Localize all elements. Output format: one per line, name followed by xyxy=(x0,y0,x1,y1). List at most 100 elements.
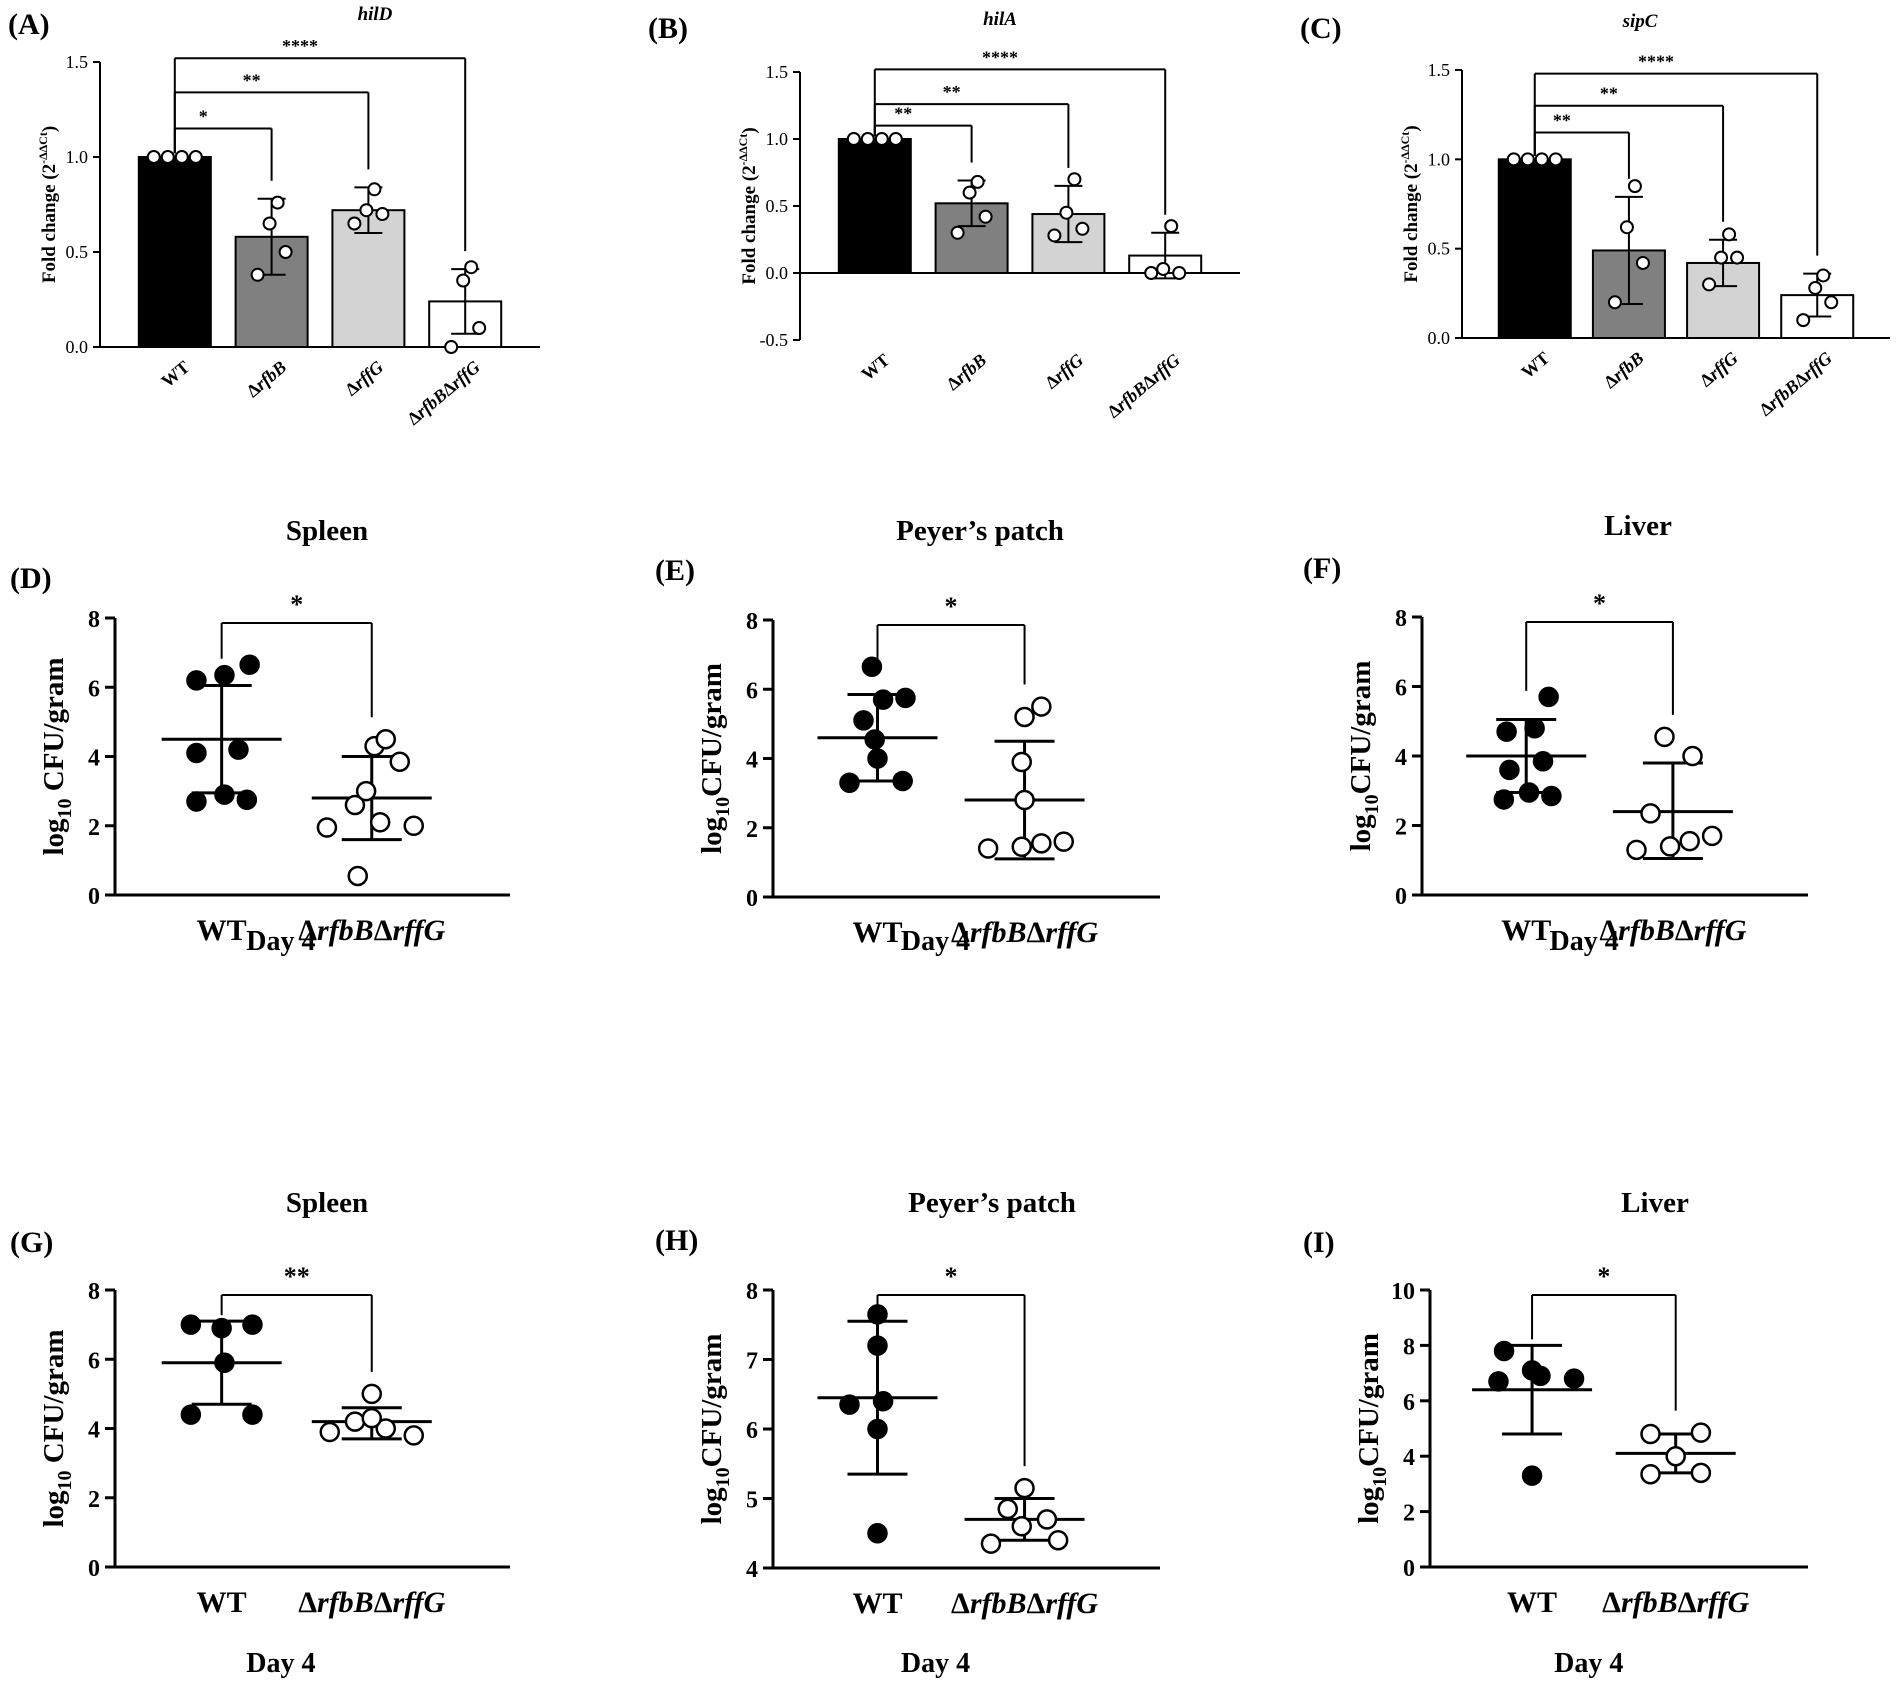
y-tick-label: 0 xyxy=(1395,884,1407,910)
y-tick-label: 1.0 xyxy=(66,147,89,167)
data-point xyxy=(888,132,903,146)
data-point xyxy=(344,794,366,816)
category-label: ΔrfbBΔrffG xyxy=(403,357,483,429)
data-point xyxy=(160,150,175,164)
y-tick-label: 6 xyxy=(88,1348,100,1374)
panel-label: (D) xyxy=(10,562,52,595)
y-tick-label: 2 xyxy=(88,815,100,841)
ylabel-rest: CFU/gram xyxy=(696,663,728,797)
ylabel-main: Fold change (2 xyxy=(1401,163,1422,282)
bar-0 xyxy=(837,138,912,274)
x-axis-title: Day 4 xyxy=(901,926,970,957)
data-point xyxy=(1488,1371,1509,1392)
y-tick-label: 4 xyxy=(1395,745,1407,771)
y-tick-label: 8 xyxy=(746,609,758,635)
y-tick-label: 0.0 xyxy=(766,263,789,283)
data-point xyxy=(977,838,999,859)
label-part: Δ xyxy=(951,1587,970,1620)
category-label: ΔrfbB xyxy=(943,350,991,394)
y-tick-label: 0.0 xyxy=(1428,328,1451,348)
group-label: WT xyxy=(1507,1586,1557,1619)
panel-title: Spleen xyxy=(286,515,368,547)
data-point xyxy=(1156,261,1171,276)
data-point xyxy=(186,791,207,812)
data-point xyxy=(872,1390,894,1412)
data-point xyxy=(980,1533,1002,1554)
data-point xyxy=(262,216,277,231)
label-part: Δ xyxy=(298,1586,317,1619)
ylabel-rest: CFU/gram xyxy=(38,658,70,799)
y-tick-label: 2 xyxy=(1395,815,1407,841)
panel-title: Peyer’s patch xyxy=(896,515,1064,547)
data-point xyxy=(1493,1340,1515,1362)
x-axis-title: Day 4 xyxy=(246,1648,315,1679)
data-point xyxy=(236,789,258,811)
label-part: Δ xyxy=(374,914,393,947)
data-point xyxy=(867,1335,888,1356)
ylabel-end: ) xyxy=(1401,125,1422,131)
data-point xyxy=(1521,1360,1543,1381)
panel-title: Liver xyxy=(1604,510,1672,542)
data-point xyxy=(1824,295,1839,310)
data-point xyxy=(444,340,459,354)
y-tick-label: 8 xyxy=(746,1279,758,1305)
data-point xyxy=(180,1404,202,1425)
data-point xyxy=(361,1407,382,1429)
label-part: rffG xyxy=(1694,914,1747,947)
label-part: WT xyxy=(1501,914,1551,947)
data-point xyxy=(367,182,382,197)
data-point xyxy=(839,1394,860,1415)
significance-stars: ** xyxy=(1553,111,1571,131)
y-tick-label: 5 xyxy=(746,1488,758,1514)
significance-stars: ** xyxy=(243,70,261,90)
significance-stars: **** xyxy=(1638,52,1674,72)
y-tick-label: 1.5 xyxy=(1428,60,1451,80)
y-tick-label: 1.0 xyxy=(1428,149,1451,169)
significance-stars: * xyxy=(199,107,208,127)
y-axis-title: log10CFU/gram xyxy=(1345,661,1383,852)
ylabel-log: log xyxy=(696,1487,728,1525)
ylabel-sub: 10 xyxy=(54,1470,76,1490)
y-tick-label: 6 xyxy=(88,676,100,702)
data-point xyxy=(1690,1462,1712,1484)
data-point xyxy=(978,209,993,224)
ylabel-main: Fold change (2 xyxy=(739,165,760,284)
y-axis-title: Fold change (2-ΔΔCt) xyxy=(1398,125,1422,282)
y-tick-label: 6 xyxy=(746,678,758,704)
significance-stars: ** xyxy=(943,82,961,102)
data-point xyxy=(180,1314,202,1335)
y-tick-label: 0 xyxy=(1403,1556,1415,1582)
data-point xyxy=(892,770,913,792)
data-point xyxy=(1144,266,1159,280)
label-part: Δ xyxy=(1027,916,1046,949)
data-point xyxy=(403,1425,424,1446)
panel-H: (H) Peyer’s patch 4 5 6 7 8 log10CFU/gram WT Δrfb… xyxy=(655,1187,1160,1679)
data-point xyxy=(1722,227,1737,242)
data-point xyxy=(355,780,377,802)
data-point xyxy=(1808,280,1823,295)
data-point xyxy=(1520,152,1535,167)
group-label: ΔrfbBΔrffG xyxy=(298,914,445,947)
label-part: rfbB xyxy=(317,914,374,947)
ylabel-sup: -ΔΔCt xyxy=(1398,132,1412,164)
panel-title: Spleen xyxy=(286,1187,368,1219)
data-point xyxy=(1714,250,1729,265)
x-axis-title: Day 4 xyxy=(1550,926,1619,957)
data-point xyxy=(895,687,916,709)
label-part: WT xyxy=(858,350,894,385)
panel-label: (I) xyxy=(1303,1226,1335,1259)
y-tick-label: 0.5 xyxy=(766,196,789,216)
label-part: rfbB xyxy=(317,1586,374,1619)
data-point xyxy=(456,273,471,288)
data-point xyxy=(211,1317,232,1339)
data-point xyxy=(1164,219,1179,234)
y-tick-label: 4 xyxy=(1403,1445,1415,1471)
data-point xyxy=(1665,1445,1686,1467)
label-part: WT xyxy=(1507,1586,1557,1619)
y-tick-label: 2 xyxy=(746,817,758,843)
data-point xyxy=(867,1418,888,1440)
label-part: rfbB xyxy=(1618,914,1675,947)
y-tick-label: 6 xyxy=(1403,1390,1415,1416)
data-point xyxy=(1659,836,1681,857)
data-point xyxy=(1654,726,1675,748)
